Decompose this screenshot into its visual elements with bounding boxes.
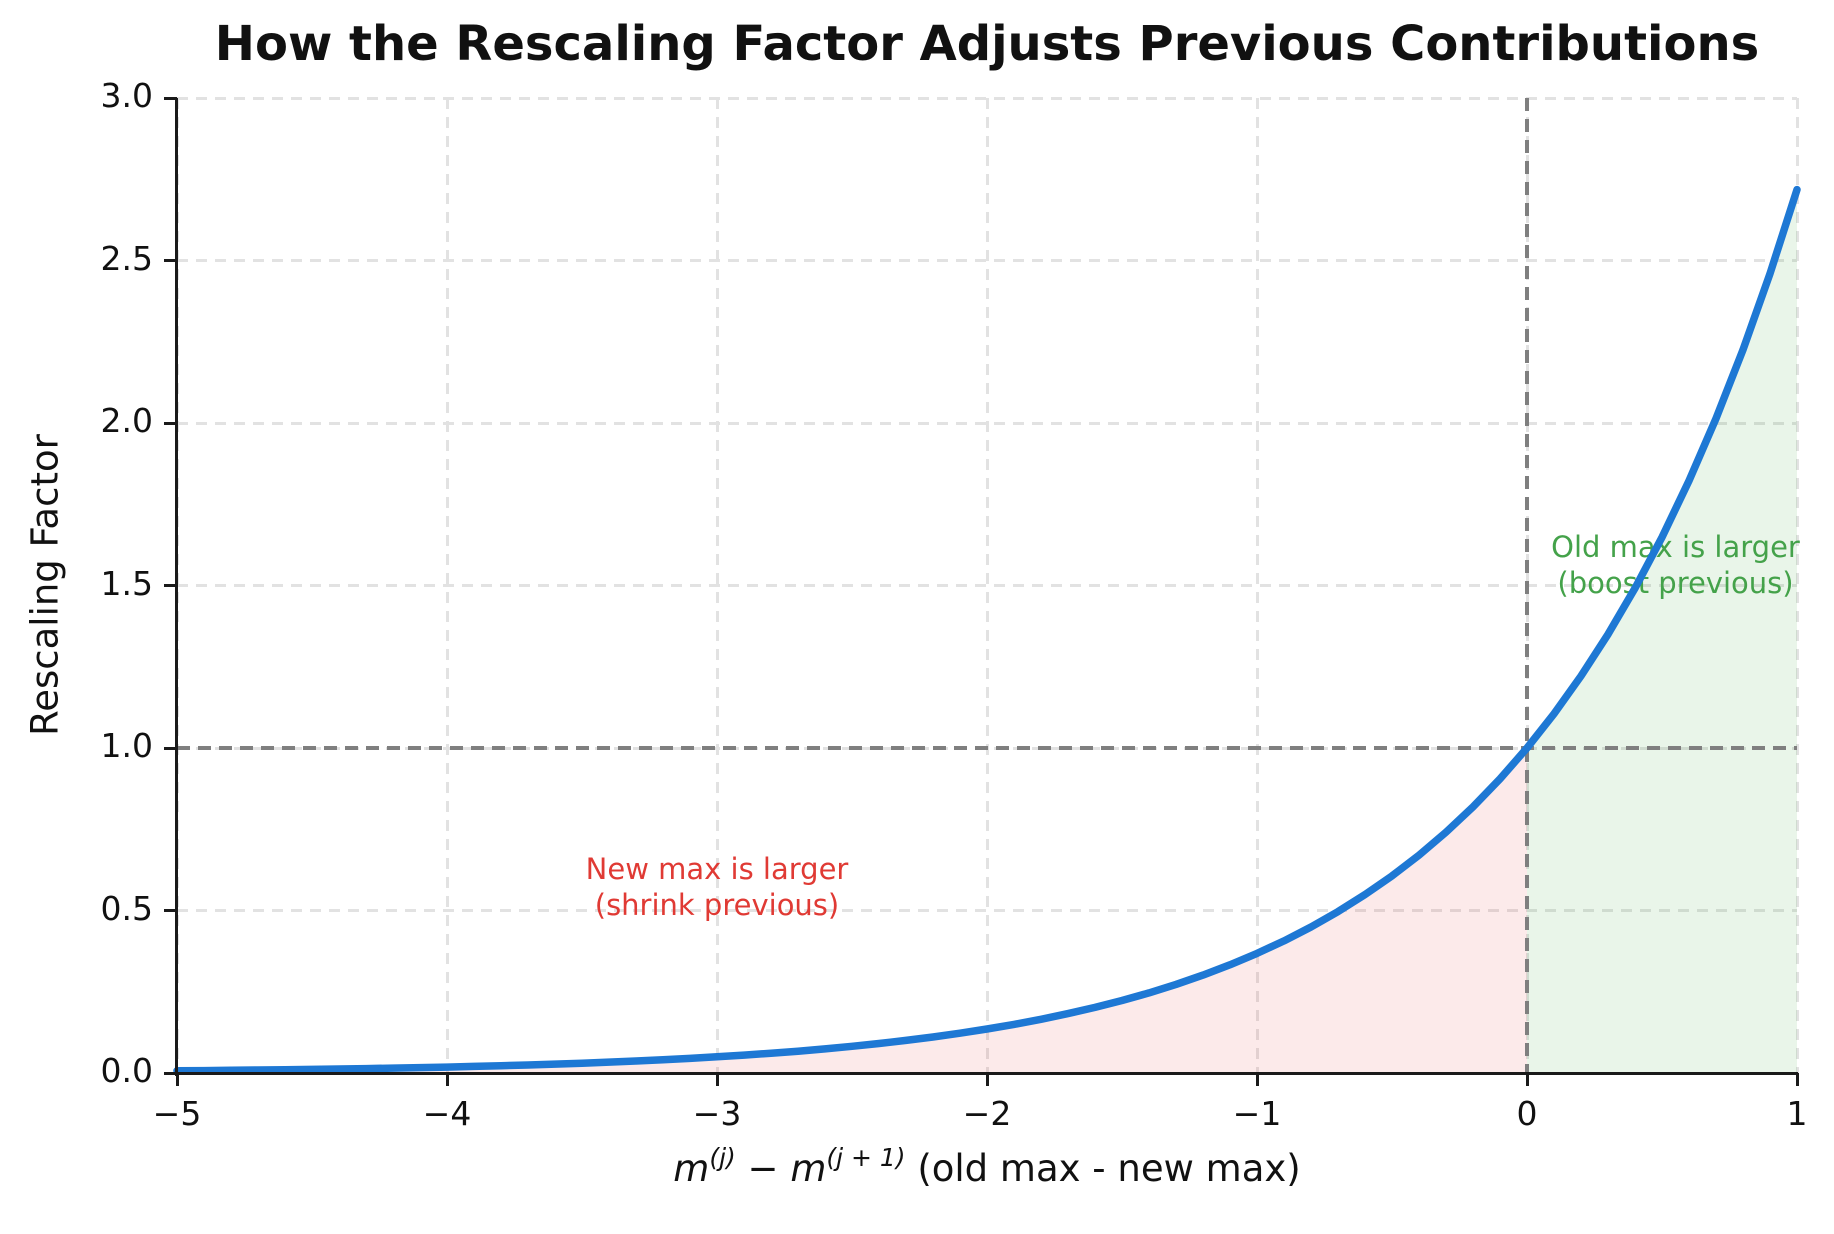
reference-line-x0	[1525, 98, 1529, 1073]
x-tick-label: 1	[1786, 1094, 1808, 1133]
x-tick-mark	[445, 1073, 449, 1086]
y-tick-mark	[164, 96, 177, 100]
left-spine	[175, 98, 178, 1076]
x-label-sup2: (j + 1)	[826, 1143, 906, 1172]
x-tick-label: −1	[1232, 1094, 1282, 1133]
x-tick-mark	[175, 1073, 179, 1086]
x-label-operator: −	[735, 1147, 791, 1190]
y-tick-mark	[164, 421, 177, 425]
x-tick-mark	[715, 1073, 719, 1086]
gridline-horizontal	[177, 259, 1797, 262]
x-axis-label: m(j) − m(j + 1) (old max - new max)	[177, 1143, 1797, 1190]
annotation-shrink: New max is larger (shrink previous)	[586, 852, 849, 924]
x-tick-mark	[985, 1073, 989, 1086]
x-label-sup1: (j)	[709, 1143, 736, 1172]
y-tick-mark	[164, 1071, 177, 1075]
annotation-boost: Old max is larger (boost previous)	[1551, 530, 1800, 602]
annotation-shrink-line1: New max is larger	[585, 851, 849, 886]
gridline-horizontal	[177, 421, 1797, 425]
annotation-boost-line2: (boost previous)	[1557, 566, 1794, 600]
gridline-horizontal	[177, 909, 1797, 912]
x-tick-label: −5	[152, 1094, 202, 1133]
y-tick-label: 0.5	[100, 888, 153, 928]
x-label-var1: m	[673, 1147, 710, 1190]
shaded-regions	[177, 189, 1797, 1074]
y-tick-mark	[164, 259, 177, 262]
x-tick-label: −3	[692, 1094, 742, 1133]
gridline-vertical	[1795, 98, 1799, 1073]
x-tick-mark	[1255, 1073, 1259, 1086]
y-tick-label: 1.5	[100, 563, 153, 603]
gridline-horizontal	[177, 96, 1797, 100]
y-tick-mark	[164, 909, 177, 912]
annotation-shrink-line2: (shrink previous)	[594, 887, 840, 922]
chart-title: How the Rescaling Factor Adjusts Previou…	[214, 16, 1760, 72]
y-tick-label: 2.0	[100, 401, 153, 441]
y-axis-label: Rescaling Factor	[23, 434, 67, 736]
y-tick-label: 1.0	[100, 726, 153, 766]
boost-region	[1527, 189, 1797, 1074]
shrink-region	[177, 748, 1527, 1073]
y-tick-label: 0.0	[100, 1051, 153, 1091]
x-tick-mark	[1795, 1073, 1799, 1086]
x-label-var2: m	[790, 1147, 827, 1190]
y-tick-label: 3.0	[100, 76, 153, 116]
x-tick-label: −4	[422, 1094, 472, 1133]
y-tick-mark	[164, 584, 177, 587]
x-label-suffix: (old max - new max)	[905, 1147, 1301, 1190]
x-tick-mark	[1525, 1073, 1529, 1086]
plot-area: New max is larger (shrink previous) Old …	[101, 76, 1808, 1133]
exp-curve	[173, 185, 1801, 1075]
annotation-boost-line1: Old max is larger	[1551, 530, 1800, 565]
y-tick-mark	[164, 746, 177, 750]
gridline-horizontal	[177, 584, 1797, 587]
rescaling-factor-exp-curve	[173, 185, 1801, 1075]
x-tick-label: −2	[962, 1094, 1012, 1133]
y-tick-label: 2.5	[100, 238, 153, 278]
x-tick-label: 0	[1516, 1094, 1538, 1133]
reference-line-y1	[177, 746, 1797, 750]
